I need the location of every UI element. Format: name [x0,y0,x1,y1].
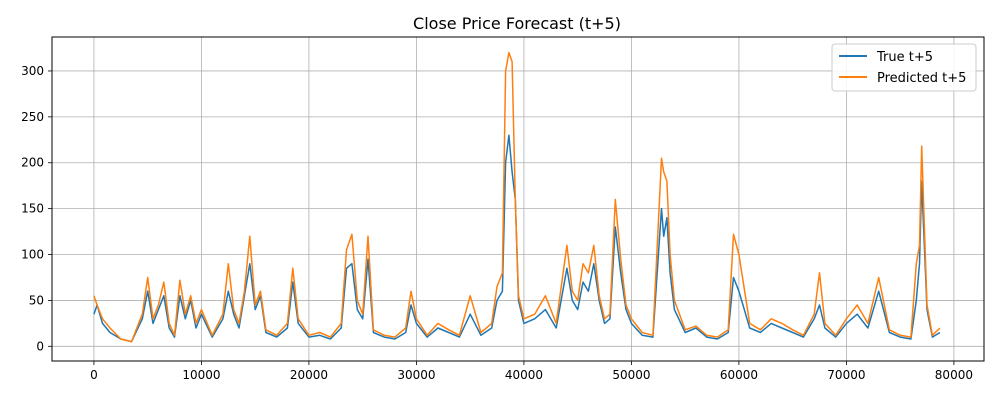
x-tick-label: 40000 [505,368,543,382]
x-tick-label: 60000 [720,368,758,382]
y-tick-label: 300 [21,64,44,78]
plot-series [93,51,941,343]
y-tick-label: 0 [36,339,44,353]
series-line-predicted [93,51,941,343]
series-line-true [93,134,941,343]
legend-box [831,43,977,92]
x-tick-label: 80000 [935,368,973,382]
plot-area-frame [51,36,985,362]
axis-ticks: 0 10000 20000 30000 40000 50000 60000 70000 8000… [21,64,973,382]
legend-label-predicted: Predicted t+5 [877,71,966,86]
x-tick-label: 20000 [290,368,328,382]
x-tick-label: 0 [90,368,98,382]
chart-title: Close Price Forecast (t+5) [413,14,621,33]
y-tick-label: 50 [29,293,44,307]
legend: True t+5 Predicted t+5 [831,43,977,92]
y-tick-label: 150 [21,202,44,216]
x-tick-label: 50000 [612,368,650,382]
y-tick-label: 200 [21,156,44,170]
y-tick-label: 100 [21,248,44,262]
legend-label-true: True t+5 [876,50,933,65]
x-tick-label: 10000 [182,368,220,382]
x-tick-label: 30000 [397,368,435,382]
y-tick-label: 250 [21,110,44,124]
x-tick-label: 70000 [827,368,865,382]
